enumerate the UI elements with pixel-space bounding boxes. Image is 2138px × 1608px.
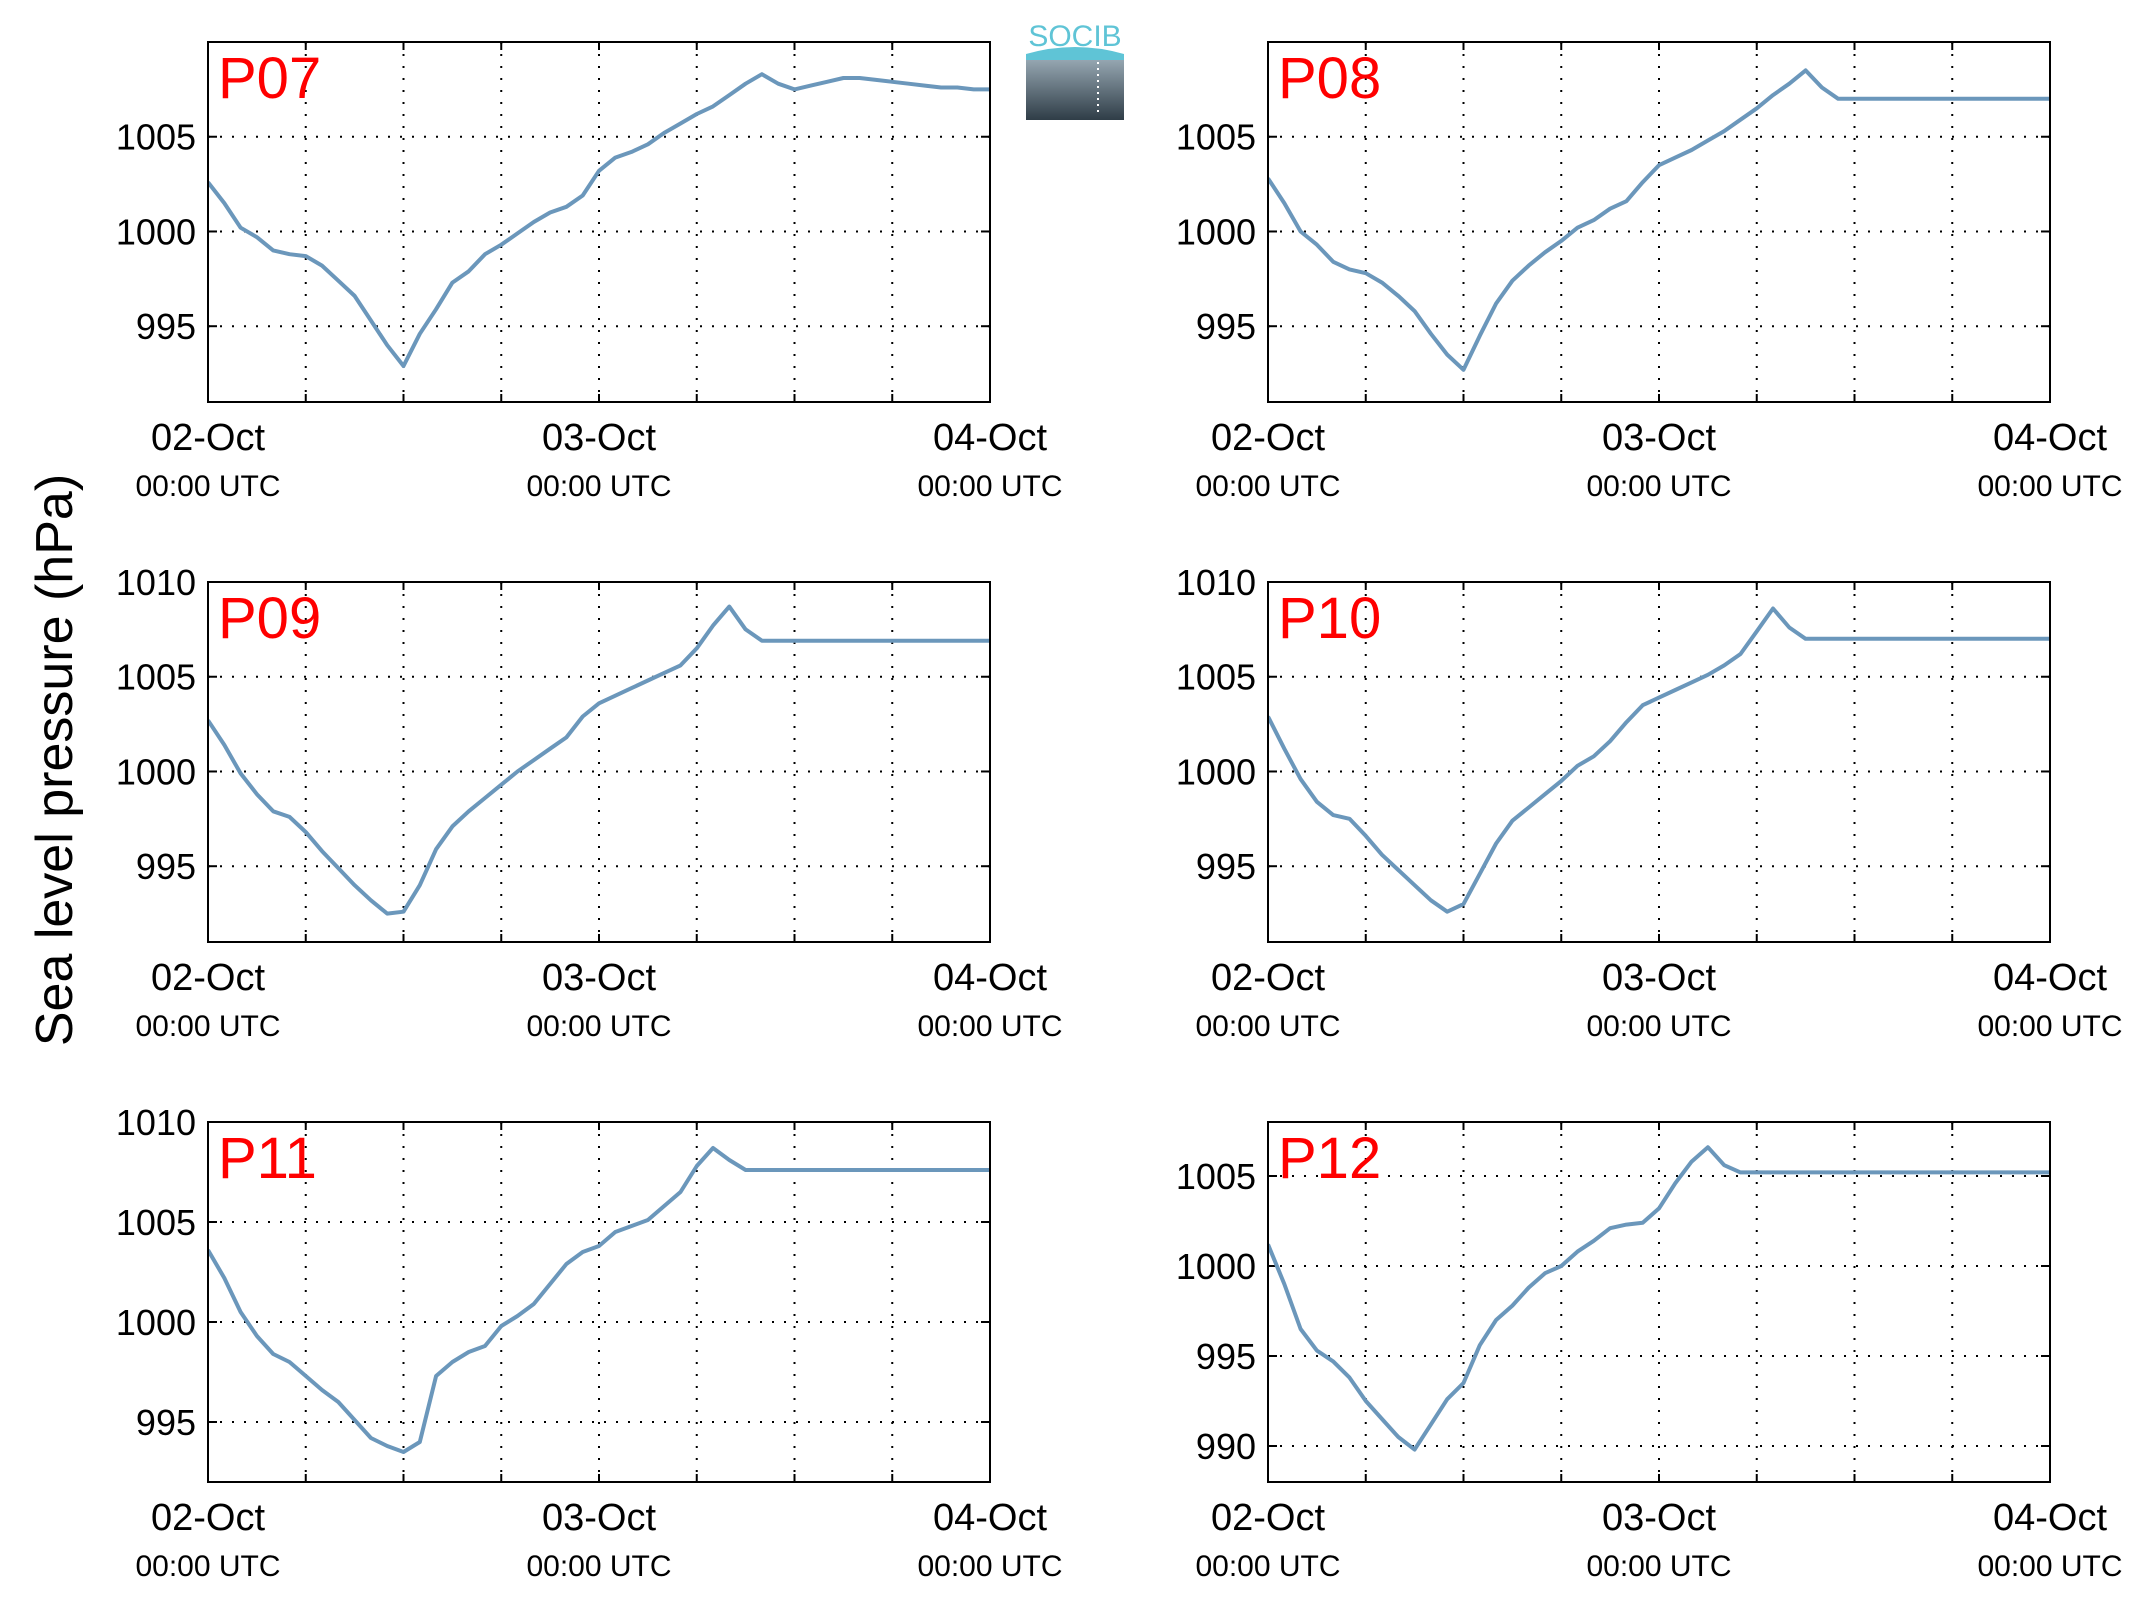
x-tick-label-time: 00:00 UTC — [1586, 470, 1731, 503]
station-label: P11 — [218, 1126, 317, 1191]
x-tick-label-time: 00:00 UTC — [917, 470, 1062, 503]
station-label: P10 — [1278, 586, 1381, 651]
x-tick-label-date: 02-Oct — [1211, 957, 1325, 999]
series-line-p09 — [208, 604, 990, 916]
x-tick-label-time: 00:00 UTC — [526, 1010, 671, 1043]
series-line-p07 — [208, 72, 990, 368]
x-tick-label-time: 00:00 UTC — [1977, 470, 2122, 503]
axes-frame — [207, 1121, 991, 1483]
panel-p08: 995 1000 1005 02-Oct 00:00 UTC 03-Oct 00:00 UT… — [1176, 41, 2123, 503]
x-tick-label-time: 00:00 UTC — [135, 1550, 280, 1583]
y-tick-label: 995 — [1196, 1336, 1256, 1377]
y-tick-label: 1005 — [1176, 657, 1256, 698]
y-tick-label: 1005 — [116, 117, 196, 158]
y-tick-label: 995 — [1196, 846, 1256, 887]
series-line-p10 — [1268, 606, 2050, 914]
logo-block — [1026, 54, 1124, 120]
x-tick-label-date: 04-Oct — [933, 417, 1047, 459]
y-tick-label: 1000 — [1176, 751, 1256, 792]
station-label: P12 — [1278, 1126, 1381, 1191]
series-line-p08 — [1268, 68, 2050, 372]
axes-frame — [207, 581, 991, 943]
x-tick-label-time: 00:00 UTC — [526, 470, 671, 503]
x-tick-label-time: 00:00 UTC — [135, 470, 280, 503]
x-tick-label-date: 04-Oct — [933, 957, 1047, 999]
x-tick-label-date: 03-Oct — [1602, 417, 1716, 459]
axes-frame — [1267, 581, 2051, 943]
y-tick-label: 1010 — [116, 562, 196, 603]
panel-p09: 995 1000 1005 1010 02-Oct 00:00 UTC 03-Oct 00:0… — [116, 562, 1063, 1043]
x-tick-label-time: 00:00 UTC — [1195, 1010, 1340, 1043]
y-tick-label: 995 — [1196, 306, 1256, 347]
x-tick-label-time: 00:00 UTC — [1586, 1010, 1731, 1043]
axes-frame — [207, 41, 991, 403]
x-tick-label-time: 00:00 UTC — [917, 1010, 1062, 1043]
x-tick-label-date: 02-Oct — [151, 957, 265, 999]
y-tick-label: 1000 — [1176, 1246, 1256, 1287]
axes-frame — [1267, 41, 2051, 403]
y-tick-label: 1005 — [116, 1202, 196, 1243]
chart-panels: 995 1000 1005 02-Oct 00:00 UTC 03-Oct 00:00 UT… — [116, 41, 2123, 1583]
x-tick-label-date: 03-Oct — [542, 417, 656, 459]
x-tick-label-date: 02-Oct — [151, 1497, 265, 1539]
series-line-p11 — [208, 1146, 990, 1454]
x-tick-label-date: 03-Oct — [1602, 1497, 1716, 1539]
x-tick-label-time: 00:00 UTC — [135, 1010, 280, 1043]
y-tick-label: 1005 — [1176, 117, 1256, 158]
panel-p12: 990 995 1000 1005 02-Oct 00:00 UTC 03-Oct 00:00… — [1176, 1121, 2123, 1583]
x-tick-label-time: 00:00 UTC — [917, 1550, 1062, 1583]
x-tick-label-date: 02-Oct — [151, 417, 265, 459]
x-tick-label-date: 02-Oct — [1211, 1497, 1325, 1539]
x-tick-label-time: 00:00 UTC — [1977, 1550, 2122, 1583]
y-tick-label: 1005 — [1176, 1156, 1256, 1197]
x-tick-label-time: 00:00 UTC — [1195, 1550, 1340, 1583]
y-tick-label: 1005 — [116, 657, 196, 698]
y-tick-label: 995 — [136, 846, 196, 887]
series-line-p12 — [1268, 1145, 2050, 1452]
x-tick-label-date: 03-Oct — [1602, 957, 1716, 999]
station-label: P08 — [1278, 46, 1381, 111]
y-tick-label: 1000 — [116, 211, 196, 252]
y-tick-label: 1000 — [116, 1302, 196, 1343]
x-tick-label-time: 00:00 UTC — [1195, 470, 1340, 503]
x-tick-label-time: 00:00 UTC — [526, 1550, 671, 1583]
x-tick-label-date: 04-Oct — [933, 1497, 1047, 1539]
socib-logo: SOCIB — [1026, 20, 1124, 120]
x-tick-label-time: 00:00 UTC — [1586, 1550, 1731, 1583]
panel-p07: 995 1000 1005 02-Oct 00:00 UTC 03-Oct 00:00 UT… — [116, 41, 1063, 503]
panel-p11: 995 1000 1005 1010 02-Oct 00:00 UTC 03-Oct 00:0… — [116, 1102, 1063, 1583]
y-tick-label: 995 — [136, 1402, 196, 1443]
y-tick-label: 1000 — [1176, 211, 1256, 252]
y-tick-label: 990 — [1196, 1426, 1256, 1467]
station-label: P07 — [218, 46, 321, 111]
y-axis-label: Sea level pressure (hPa) — [26, 474, 84, 1046]
x-tick-label-date: 04-Oct — [1993, 417, 2107, 459]
x-tick-label-date: 03-Oct — [542, 957, 656, 999]
x-tick-label-date: 02-Oct — [1211, 417, 1325, 459]
y-tick-label: 1000 — [116, 751, 196, 792]
x-tick-label-date: 04-Oct — [1993, 1497, 2107, 1539]
station-label: P09 — [218, 586, 321, 651]
y-tick-label: 1010 — [116, 1102, 196, 1143]
axes-frame — [1267, 1121, 2051, 1483]
logo-text: SOCIB — [1028, 20, 1121, 53]
logo-wave — [1026, 47, 1124, 60]
x-tick-label-time: 00:00 UTC — [1977, 1010, 2122, 1043]
panel-p10: 995 1000 1005 1010 02-Oct 00:00 UTC 03-Oct 00:0… — [1176, 562, 2123, 1043]
y-tick-label: 995 — [136, 306, 196, 347]
x-tick-label-date: 04-Oct — [1993, 957, 2107, 999]
x-tick-label-date: 03-Oct — [542, 1497, 656, 1539]
y-tick-label: 1010 — [1176, 562, 1256, 603]
